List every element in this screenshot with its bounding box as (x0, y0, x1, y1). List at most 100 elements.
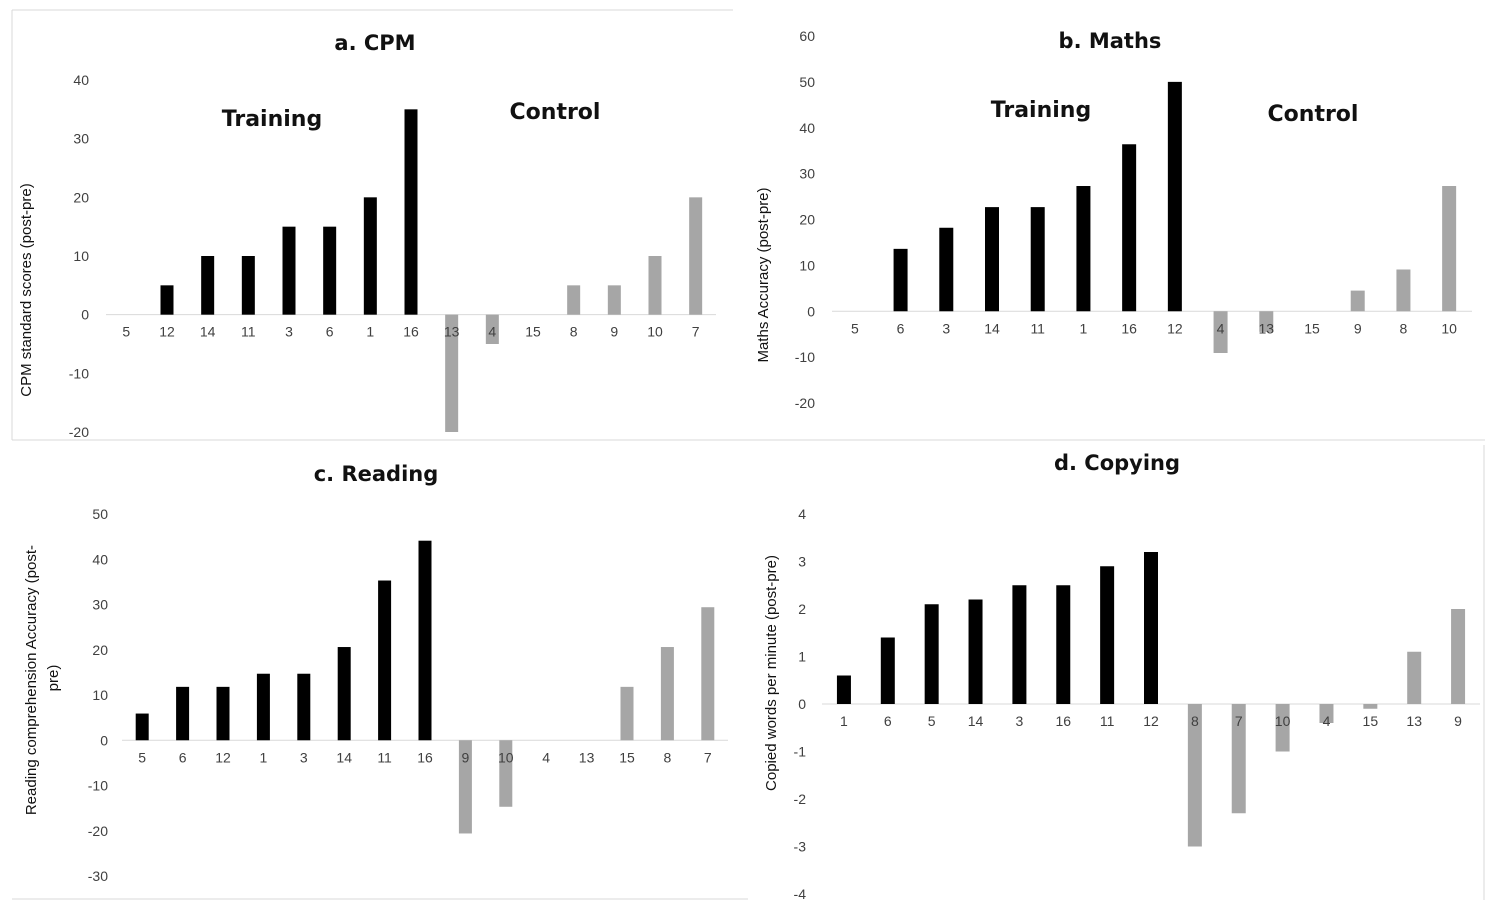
x-category-label: 13 (1406, 713, 1422, 729)
x-category-label: 10 (1441, 320, 1457, 336)
group-label-control: Control (510, 100, 601, 125)
bar-training-5 (924, 604, 939, 704)
bar-control-8 (567, 285, 581, 315)
x-category-label: 13 (1258, 320, 1274, 336)
y-tick-label: 0 (807, 303, 815, 319)
bars (160, 109, 703, 432)
y-tick-label: 40 (73, 72, 89, 88)
y-tick-label: 30 (799, 166, 815, 182)
y-tick-label: -10 (88, 778, 108, 794)
y-tick-label: 2 (798, 601, 806, 617)
y-axis-ticks: 60 50 40 30 20 10 0 -10 -20 (795, 28, 815, 411)
x-category-label: 9 (1454, 713, 1462, 729)
bar-control-15 (1363, 704, 1378, 709)
bar-control-13 (1407, 651, 1422, 704)
bar-training-16 (1122, 144, 1137, 312)
y-tick-label: -10 (795, 349, 815, 365)
x-axis-categories: 5 12 14 11 3 6 1 16 13 4 15 8 9 10 7 (122, 324, 699, 340)
bar-training-3 (297, 673, 311, 741)
x-category-label: 16 (1121, 320, 1137, 336)
bar-training-16 (1056, 585, 1071, 704)
bar-control-7 (689, 197, 703, 315)
x-category-label: 8 (570, 324, 578, 340)
x-category-label: 1 (260, 749, 268, 765)
y-axis-ticks: 50 40 30 20 10 0 -10 -20 -30 (88, 506, 108, 884)
x-category-label: 1 (840, 713, 848, 729)
x-category-label: 6 (897, 320, 905, 336)
y-axis-label-line-2: pre) (45, 665, 62, 692)
y-axis-label-line: Copied words per minute (post-pre) (763, 555, 780, 791)
x-category-label: 8 (1400, 320, 1408, 336)
chart-title: c. Reading (314, 462, 439, 486)
x-category-label: 11 (377, 749, 392, 765)
bar-control-8 (1396, 269, 1411, 312)
x-category-label: 13 (444, 324, 460, 340)
x-category-label: 4 (542, 749, 550, 765)
x-category-label: 4 (488, 324, 496, 340)
y-tick-label: 20 (799, 212, 815, 228)
y-tick-label: 1 (798, 649, 806, 665)
chart-title: a. CPM (334, 31, 415, 55)
x-axis-categories: 5 6 3 14 11 1 16 12 4 13 15 9 8 10 (851, 320, 1457, 336)
group-label-control: Control (1268, 102, 1359, 127)
y-tick-label: 20 (92, 642, 108, 658)
x-axis-categories: 5 6 12 1 3 14 11 16 9 10 4 13 15 8 7 (138, 749, 712, 765)
y-tick-label: 3 (798, 554, 806, 570)
x-category-label: 14 (984, 320, 1000, 336)
x-category-label: 14 (968, 713, 984, 729)
y-axis-label: CPM standard scores (post-pre) (18, 183, 35, 396)
bars (893, 81, 1457, 353)
y-tick-label: 40 (92, 551, 108, 567)
y-tick-label: -20 (88, 823, 108, 839)
y-tick-label: 60 (799, 28, 815, 44)
bar-control-13 (445, 314, 459, 432)
group-label-training: Training (991, 98, 1091, 123)
x-category-label: 4 (1217, 320, 1225, 336)
x-axis-categories: 1 6 5 14 3 16 11 12 8 7 10 4 15 13 9 (840, 713, 1462, 729)
x-category-label: 9 (1354, 320, 1362, 336)
y-tick-label: -1 (794, 744, 807, 760)
x-category-label: 3 (285, 324, 293, 340)
y-tick-label: 0 (81, 307, 89, 323)
bar-training-14 (985, 207, 999, 312)
x-category-label: 4 (1323, 713, 1331, 729)
x-category-label: 7 (692, 324, 700, 340)
y-tick-label: 0 (798, 696, 806, 712)
bar-training-11 (241, 256, 255, 315)
bar-training-6 (893, 248, 908, 312)
y-tick-label: -30 (88, 868, 108, 884)
x-category-label: 12 (215, 749, 231, 765)
bar-training-1 (256, 673, 270, 741)
y-tick-label: 0 (100, 732, 108, 748)
bar-training-16 (404, 109, 418, 315)
x-category-label: 11 (1030, 320, 1045, 336)
y-tick-label: 10 (799, 257, 815, 273)
x-category-label: 15 (1304, 320, 1320, 336)
x-category-label: 5 (138, 749, 146, 765)
y-tick-label: -10 (69, 365, 89, 381)
chart-panel-cpm: a. CPM Training Control CPM standard sco… (18, 31, 716, 440)
x-category-label: 14 (336, 749, 352, 765)
bar-training-3 (1012, 585, 1027, 704)
x-category-label: 13 (579, 749, 595, 765)
y-tick-label: 30 (92, 597, 108, 613)
x-category-label: 15 (525, 324, 541, 340)
y-tick-label: -4 (794, 886, 807, 902)
bar-training-12 (1167, 81, 1182, 312)
x-category-label: 6 (179, 749, 187, 765)
bar-control-7 (701, 607, 715, 741)
bar-training-1 (836, 675, 851, 704)
y-tick-label: -20 (69, 424, 89, 440)
y-axis-label: Reading comprehension Accuracy (post- pr… (23, 541, 62, 815)
x-category-label: 11 (241, 324, 256, 340)
x-category-label: 15 (1363, 713, 1379, 729)
x-category-label: 10 (647, 324, 663, 340)
y-tick-label: -20 (795, 395, 815, 411)
x-category-label: 15 (619, 749, 635, 765)
bar-training-14 (201, 256, 215, 315)
x-category-label: 11 (1100, 713, 1115, 729)
bar-training-1 (363, 197, 377, 315)
x-category-label: 10 (1275, 713, 1291, 729)
y-tick-label: 50 (92, 506, 108, 522)
